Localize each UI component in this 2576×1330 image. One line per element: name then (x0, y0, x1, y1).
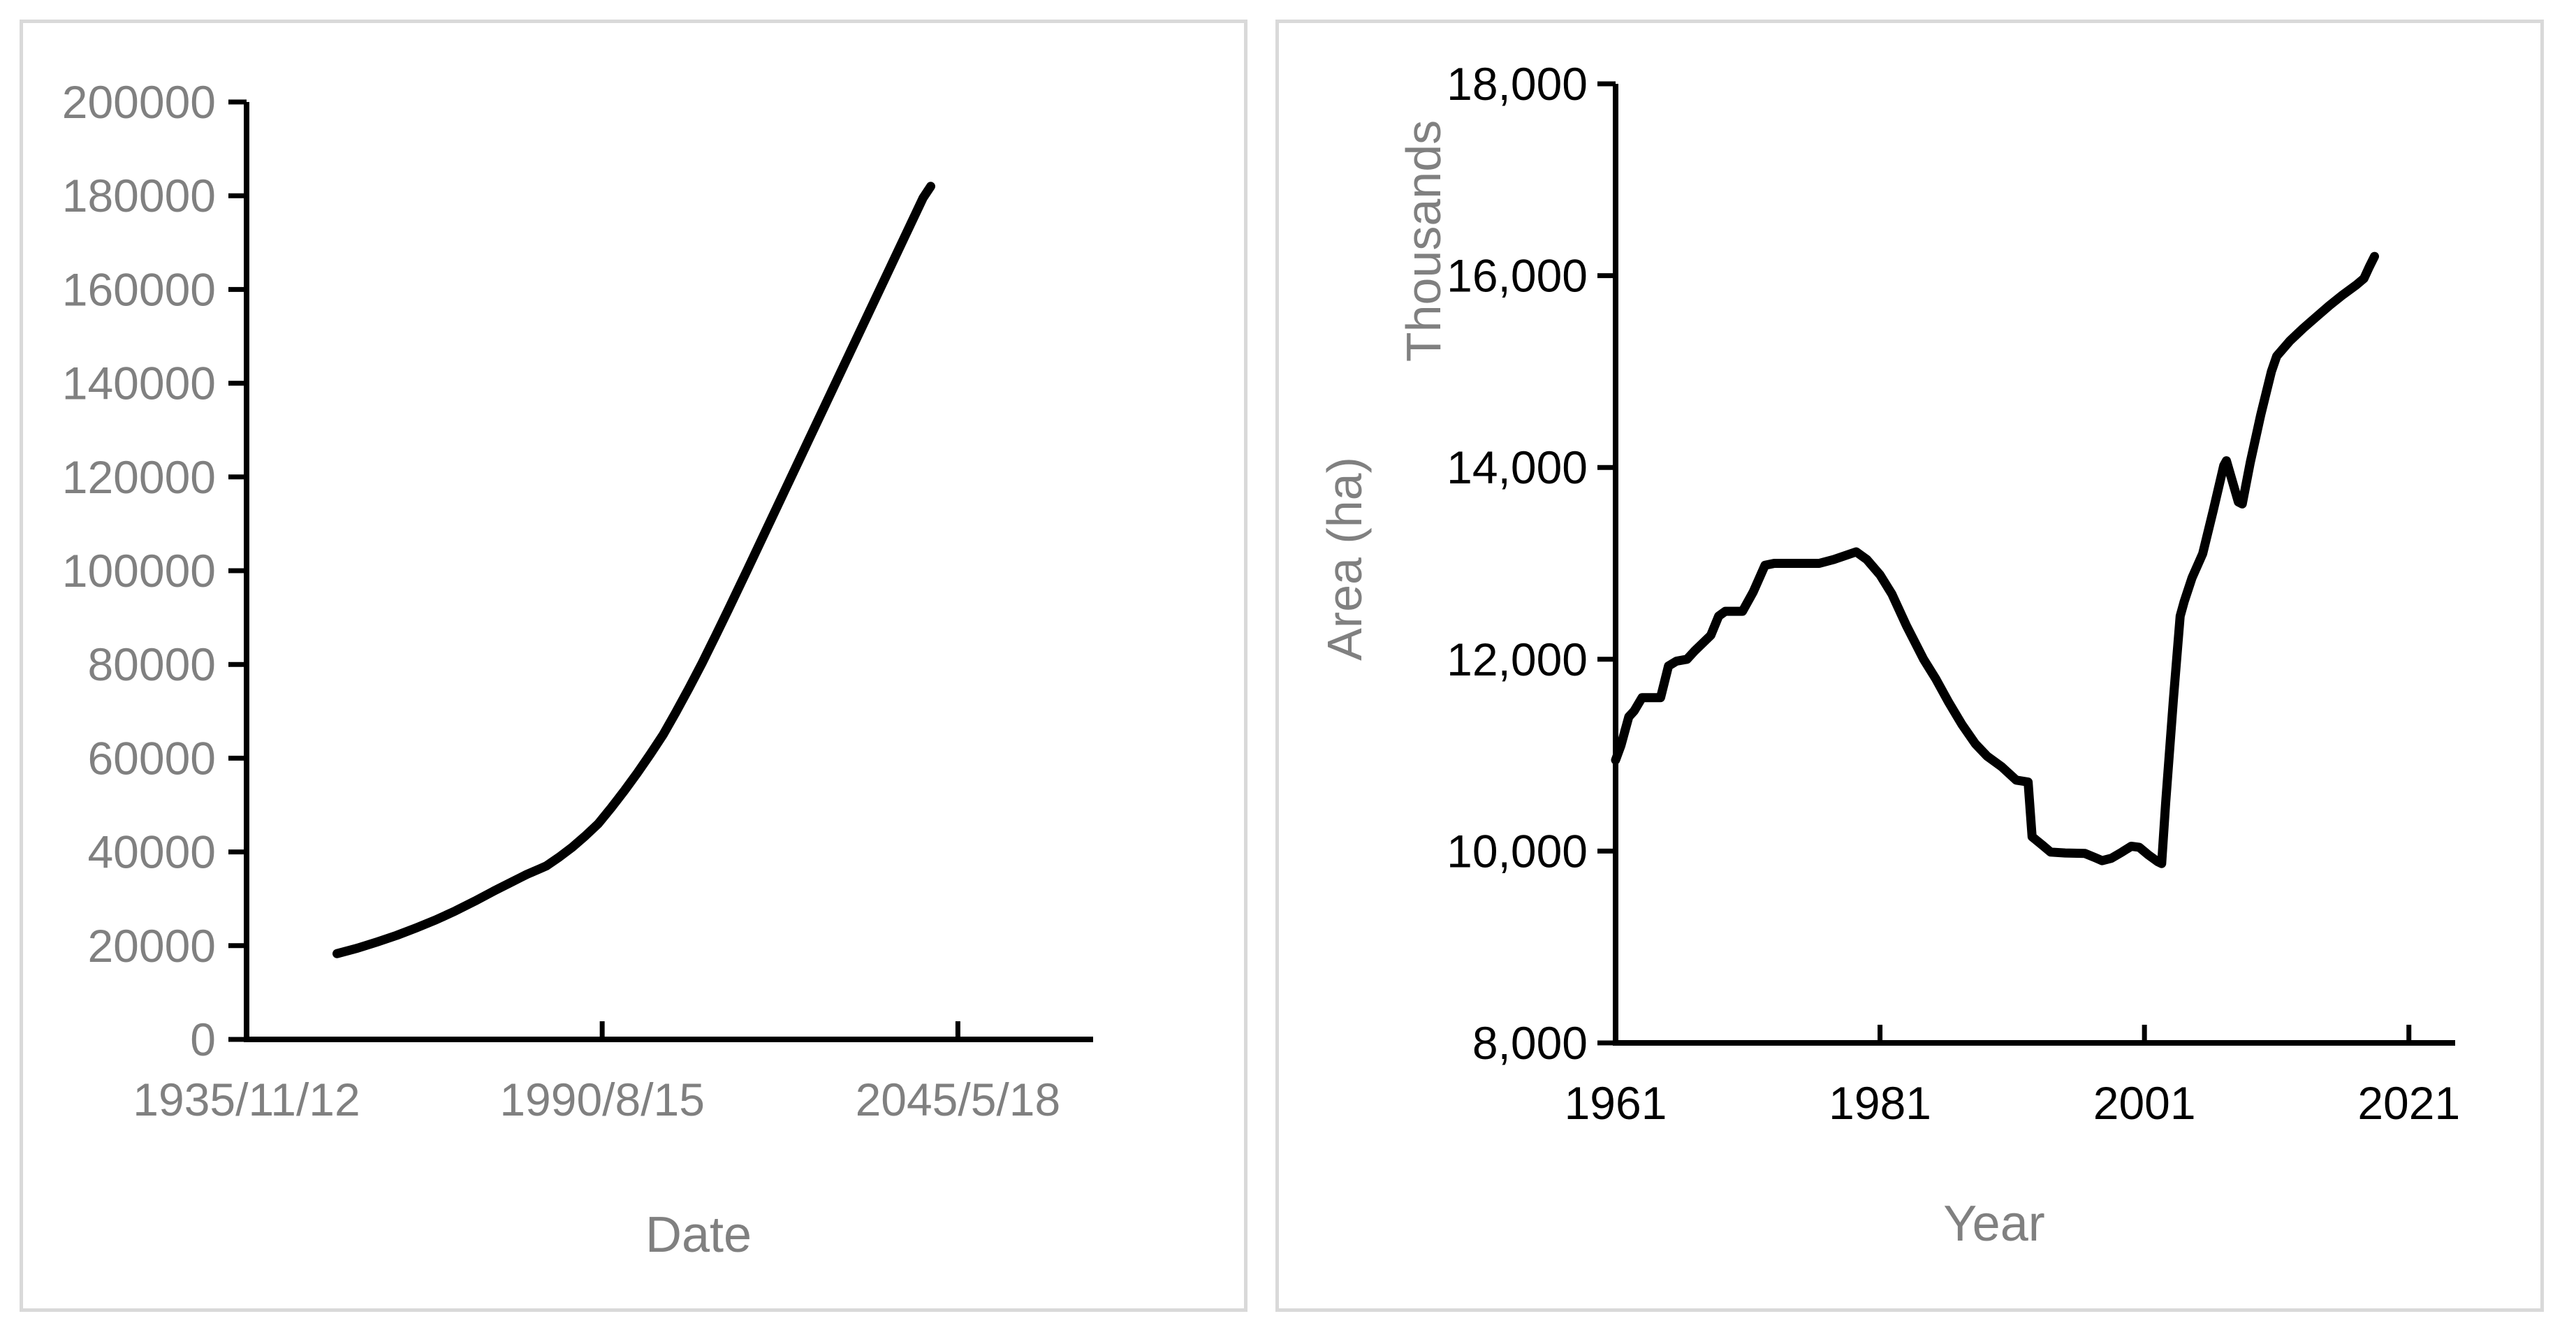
y-tick-label: 16,000 (1447, 250, 1588, 302)
x-tick-label: 2045/5/18 (856, 1074, 1061, 1125)
panel-border (1275, 20, 2544, 1312)
y-tick-label: 100000 (62, 545, 216, 597)
y-tick-label: 60000 (87, 732, 216, 784)
left-chart-svg: 0 20000 40000 60000 80000 100000 120000 140000 1… (20, 20, 1247, 1312)
y-tick-label: 40000 (87, 826, 216, 878)
y-tick-label: 120000 (62, 451, 216, 503)
y-tick-label: 10,000 (1447, 825, 1588, 877)
y-tick-label: 160000 (62, 263, 216, 315)
y-tick-label: 180000 (62, 170, 216, 221)
x-tick-label: 2001 (2093, 1077, 2196, 1129)
x-tick-label: 1990/8/15 (499, 1074, 705, 1125)
data-line (332, 182, 935, 958)
right-chart-svg: 8,000 10,000 12,000 14,000 16,000 18,000 1961 1… (1275, 20, 2544, 1312)
right-chart-panel: 8,000 10,000 12,000 14,000 16,000 18,000 1961 1… (1275, 20, 2544, 1312)
x-tick-label: 2021 (2357, 1077, 2460, 1129)
y-tick-label: 200000 (62, 76, 216, 128)
panel-border (20, 20, 1247, 1312)
left-chart-panel: 0 20000 40000 60000 80000 100000 120000 140000 1… (20, 20, 1247, 1312)
x-tick-label: 1981 (1829, 1077, 1931, 1129)
y-axis-title-area-ha: Area (ha) (1317, 457, 1372, 661)
y-axis-display-units-thousands: Thousands (1396, 119, 1451, 363)
y-tick-label: 80000 (87, 638, 216, 690)
y-tick-label: 140000 (62, 358, 216, 409)
y-tick-label: 20000 (87, 920, 216, 972)
x-axis-title-date: Date (645, 1207, 752, 1263)
y-tick-label: 18,000 (1447, 58, 1588, 110)
data-line (1611, 251, 2379, 868)
x-tick-label: 1961 (1565, 1077, 1667, 1129)
x-tick-label: 1935/11/12 (133, 1074, 360, 1125)
y-tick-label: 8,000 (1472, 1017, 1588, 1069)
y-tick-label: 0 (190, 1014, 216, 1065)
x-axis-title-year: Year (1943, 1196, 2045, 1252)
y-tick-label: 12,000 (1447, 634, 1588, 685)
y-tick-label: 14,000 (1447, 441, 1588, 493)
